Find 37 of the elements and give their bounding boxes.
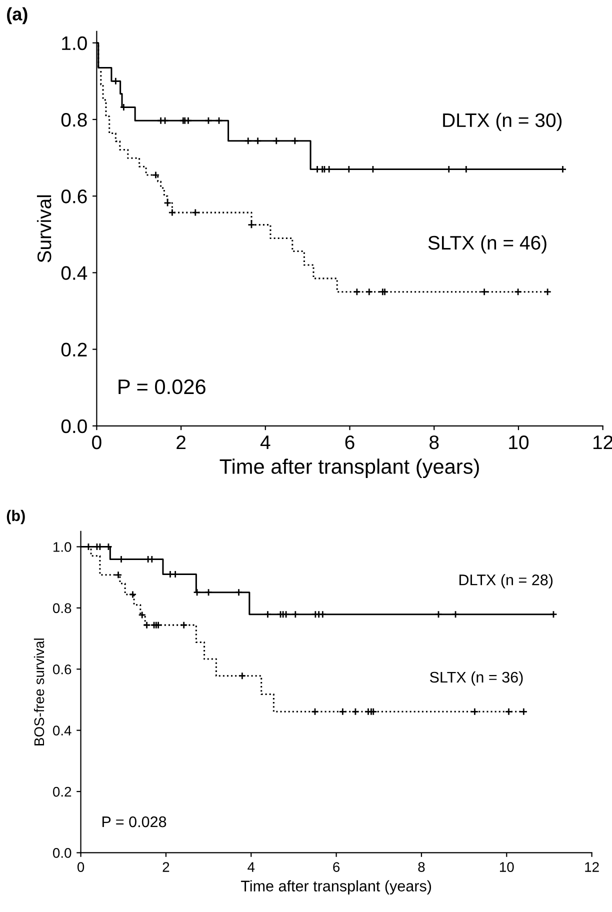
y-axis-title: BOS-free survival [34, 638, 44, 746]
x-tick-label: 12 [585, 862, 599, 872]
x-tick-label: 0 [92, 435, 102, 450]
x-tick-label: 0 [77, 862, 84, 872]
series-label: DLTX (n = 30) [443, 112, 562, 131]
y-axis-title: Survival [36, 195, 52, 262]
y-tick-label: 0.8 [61, 112, 87, 127]
y-tick-label: 0.6 [61, 190, 87, 204]
annotation: P = 0.028 [102, 816, 166, 828]
series-label: SLTX (n = 46) [428, 235, 546, 254]
series-label: DLTX (n = 28) [459, 574, 553, 588]
annotation: P = 0.026 [118, 379, 206, 394]
x-tick-label: 4 [248, 862, 255, 872]
x-tick-label: 2 [162, 862, 170, 872]
y-tick-label: 0.4 [61, 266, 88, 280]
y-tick-label: 0.2 [52, 786, 72, 797]
chart-title: (a) [7, 7, 28, 24]
x-tick-label: 10 [500, 862, 514, 872]
chart-title: (b) [6, 510, 25, 524]
x-axis-title: Time after transplant (years) [240, 880, 432, 894]
x-axis-title: Time after transplant (years) [220, 458, 479, 478]
x-tick-label: 8 [418, 862, 425, 872]
x-tick-label: 6 [345, 435, 354, 450]
x-tick-label: 10 [509, 435, 529, 450]
y-tick-label: 1.0 [62, 36, 87, 50]
y-tick-label: 0.4 [52, 726, 72, 736]
y-tick-label: 0.6 [52, 664, 72, 674]
x-tick-label: 8 [430, 435, 439, 450]
x-tick-label: 2 [176, 435, 186, 450]
y-tick-label: 0.0 [61, 419, 87, 434]
y-tick-label: 0.8 [52, 603, 72, 614]
x-tick-label: 4 [260, 436, 270, 450]
y-tick-label: 0.2 [61, 342, 87, 357]
series-label: SLTX (n = 36) [430, 671, 523, 686]
x-tick-label: 6 [333, 862, 340, 872]
y-tick-label: 0.0 [52, 848, 72, 858]
y-tick-label: 1.0 [54, 542, 72, 552]
